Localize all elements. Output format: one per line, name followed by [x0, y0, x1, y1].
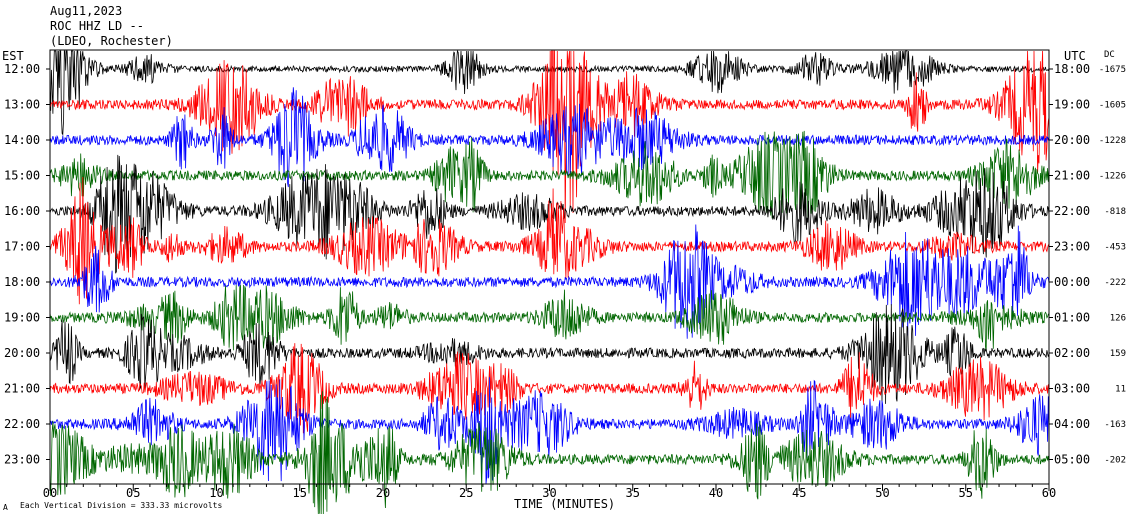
utc-hour-label: 03:00 [1054, 382, 1090, 396]
x-tick-label: 25 [459, 486, 473, 500]
x-tick-label: 15 [293, 486, 307, 500]
dc-offset-value: -1675 [1099, 65, 1126, 75]
utc-hour-label: 18:00 [1054, 62, 1090, 76]
est-hour-label: 13:00 [4, 98, 40, 112]
trace-row-2300 [49, 391, 1050, 515]
trace-row-1500 [49, 130, 1050, 219]
est-hour-label: 12:00 [4, 62, 40, 76]
dc-offset-value: -222 [1104, 278, 1126, 288]
dc-offset-value: -1226 [1099, 172, 1126, 182]
dc-offset-value: 126 [1110, 314, 1126, 324]
x-tick-label: 00 [43, 486, 57, 500]
utc-hour-label: 21:00 [1054, 169, 1090, 183]
est-hour-label: 17:00 [4, 240, 40, 254]
station-label: ROC HHZ LD -- [50, 19, 144, 33]
trace-row-2100 [49, 343, 1050, 434]
dc-offset-value: 159 [1110, 349, 1126, 359]
x-tick-label: 40 [709, 486, 723, 500]
x-tick-label: 35 [626, 486, 640, 500]
x-tick-label: 05 [126, 486, 140, 500]
dc-offset-value: -818 [1104, 207, 1126, 217]
utc-hour-label: 20:00 [1054, 133, 1090, 147]
dc-offset-value: 11 [1115, 385, 1126, 395]
footer-marker-icon: A [3, 503, 8, 512]
est-hour-label: 19:00 [4, 311, 40, 325]
dc-offset-value: -163 [1104, 420, 1126, 430]
est-hour-label: 23:00 [4, 453, 40, 467]
trace-row-1200 [49, 49, 1050, 136]
est-hour-label: 20:00 [4, 346, 40, 360]
est-hour-label: 21:00 [4, 382, 40, 396]
x-axis-title: TIME (MINUTES) [514, 497, 615, 511]
x-tick-label: 20 [376, 486, 390, 500]
trace-row-1600 [49, 154, 1050, 274]
x-tick-label: 45 [792, 486, 806, 500]
utc-hour-label: 23:00 [1054, 240, 1090, 254]
x-tick-label: 10 [209, 486, 223, 500]
utc-hour-label: 05:00 [1054, 453, 1090, 467]
x-tick-label: 30 [542, 486, 556, 500]
x-tick-label: 50 [875, 486, 889, 500]
dc-offset-value: -453 [1104, 243, 1126, 253]
dc-offset-value: -1605 [1099, 101, 1126, 111]
utc-axis-label: UTC [1064, 49, 1086, 63]
x-tick-label: 55 [959, 486, 973, 500]
utc-hour-label: 00:00 [1054, 275, 1090, 289]
x-axis-ticks: 00 05 10 15 20 25 30 35 40 45 50 55 60 [43, 484, 1056, 500]
x-tick-label: 60 [1042, 486, 1056, 500]
est-hour-label: 15:00 [4, 169, 40, 183]
est-hour-label: 16:00 [4, 204, 40, 218]
est-hour-label: 14:00 [4, 133, 40, 147]
trace-row-1400 [49, 87, 1050, 188]
utc-hour-label: 01:00 [1054, 311, 1090, 325]
utc-hour-label: 02:00 [1054, 346, 1090, 360]
dc-offset-value: -202 [1104, 456, 1126, 466]
seismic-traces [49, 49, 1050, 515]
trace-row-2000 [49, 304, 1050, 404]
trace-row-1800 [49, 224, 1050, 339]
utc-hour-label: 04:00 [1054, 417, 1090, 431]
utc-hour-label: 19:00 [1054, 98, 1090, 112]
dc-offset-value: -1228 [1099, 136, 1126, 146]
est-hour-label: 18:00 [4, 275, 40, 289]
network-label: (LDEO, Rochester) [50, 34, 173, 48]
utc-hour-labels: 18:00 19:00 20:00 21:00 22:00 23:00 00:00 01:00… [1049, 62, 1090, 467]
vertical-division-note: Each Vertical Division = 333.33 microvol… [20, 501, 222, 510]
utc-hour-label: 22:00 [1054, 204, 1090, 218]
dc-axis-label: DC [1104, 50, 1115, 60]
trace-row-1900 [49, 284, 1050, 351]
dc-offset-labels: -1675 -1605 -1228 -1226 -818 -453 -222 126 159 11… [1099, 65, 1126, 466]
est-hour-labels: 12:00 13:00 14:00 15:00 16:00 17:00 18:00 19:00… [4, 62, 50, 467]
est-hour-label: 22:00 [4, 417, 40, 431]
trace-row-1700 [49, 176, 1050, 305]
trace-row-2200 [49, 377, 1050, 484]
est-axis-label: EST [2, 49, 24, 63]
date-label: Aug11,2023 [50, 4, 122, 18]
